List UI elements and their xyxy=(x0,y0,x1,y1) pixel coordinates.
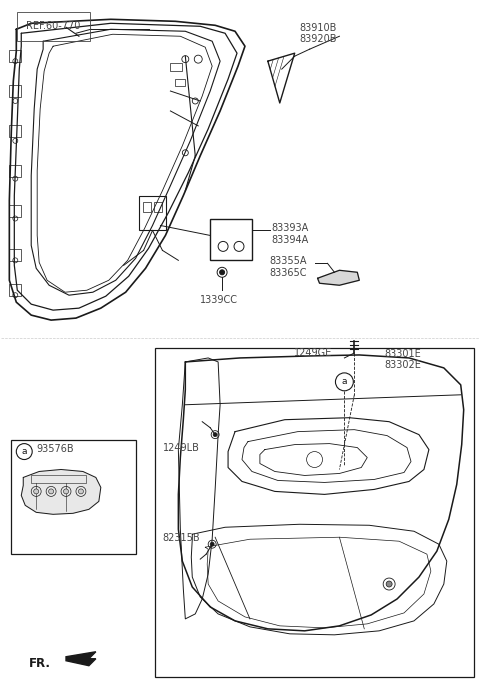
Circle shape xyxy=(386,581,392,587)
Bar xyxy=(210,218,252,260)
Bar xyxy=(9,205,21,216)
Bar xyxy=(139,196,167,230)
Bar xyxy=(170,63,182,71)
Text: 83393A: 83393A xyxy=(272,223,309,234)
Text: 83301E: 83301E xyxy=(384,349,421,359)
Text: 83920B: 83920B xyxy=(300,34,337,44)
Circle shape xyxy=(34,489,39,494)
Bar xyxy=(175,79,185,86)
Bar xyxy=(31,475,86,484)
Bar xyxy=(156,348,474,677)
Text: a: a xyxy=(342,378,347,387)
Text: REF.60-770: REF.60-770 xyxy=(26,21,81,31)
Circle shape xyxy=(78,489,84,494)
Circle shape xyxy=(213,433,217,437)
Text: 1339CC: 1339CC xyxy=(200,295,238,305)
Bar xyxy=(9,50,21,62)
Bar xyxy=(9,85,21,97)
Polygon shape xyxy=(21,469,101,514)
Text: 83302E: 83302E xyxy=(384,360,421,370)
Circle shape xyxy=(63,489,69,494)
Bar xyxy=(9,125,21,137)
Bar xyxy=(9,249,21,261)
Polygon shape xyxy=(318,270,360,285)
Text: FR.: FR. xyxy=(29,657,51,670)
Bar xyxy=(12,440,136,554)
Text: 83365C: 83365C xyxy=(270,268,307,278)
Polygon shape xyxy=(66,652,96,666)
Text: 83355A: 83355A xyxy=(270,256,307,267)
Bar xyxy=(143,202,151,212)
Text: a: a xyxy=(22,447,27,456)
Circle shape xyxy=(220,270,225,275)
Text: 93576B: 93576B xyxy=(36,444,74,453)
Text: 83910B: 83910B xyxy=(300,23,337,33)
Bar xyxy=(9,285,21,296)
Text: 1249GE: 1249GE xyxy=(294,348,332,358)
Circle shape xyxy=(210,542,214,546)
Bar xyxy=(155,202,162,212)
Text: 82315B: 82315B xyxy=(162,533,200,543)
Bar xyxy=(9,165,21,176)
Text: 83394A: 83394A xyxy=(272,236,309,245)
Text: 1249LB: 1249LB xyxy=(164,442,200,453)
Circle shape xyxy=(48,489,54,494)
